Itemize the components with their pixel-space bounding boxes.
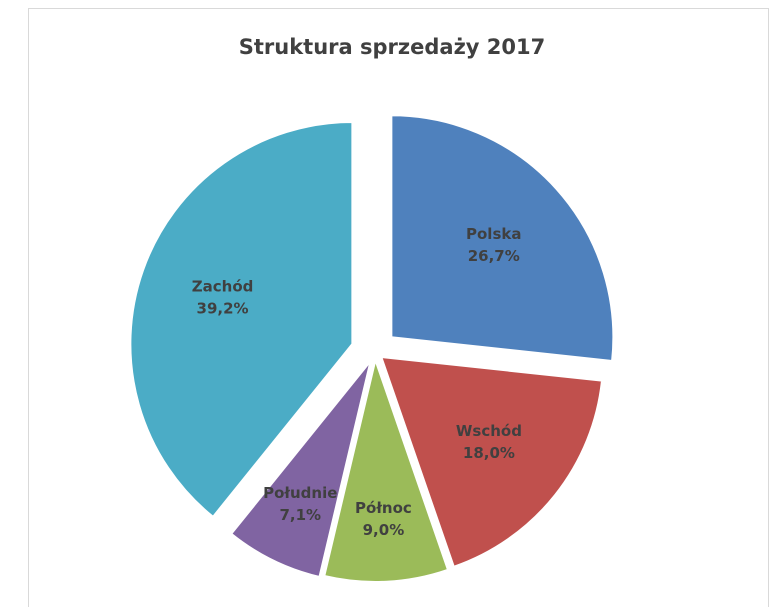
pie-slice bbox=[323, 356, 450, 583]
slice-label: Północ bbox=[355, 499, 412, 517]
chart-title: Struktura sprzedaży 2017 bbox=[239, 35, 546, 59]
slice-value-label: 18,0% bbox=[463, 444, 515, 462]
pie-slice bbox=[129, 121, 354, 519]
slice-value-label: 7,1% bbox=[279, 506, 321, 524]
pie-slice bbox=[390, 114, 615, 363]
slice-value-label: 9,0% bbox=[363, 521, 405, 539]
slice-label: Wschód bbox=[456, 422, 522, 440]
slice-label: Zachód bbox=[192, 278, 254, 296]
pie-slice bbox=[229, 360, 372, 579]
slice-label: Polska bbox=[466, 225, 521, 243]
slice-value-label: 39,2% bbox=[197, 300, 249, 318]
pie-slice bbox=[379, 355, 604, 569]
slice-label: Południe bbox=[263, 484, 337, 502]
slice-value-label: 26,7% bbox=[468, 247, 520, 265]
